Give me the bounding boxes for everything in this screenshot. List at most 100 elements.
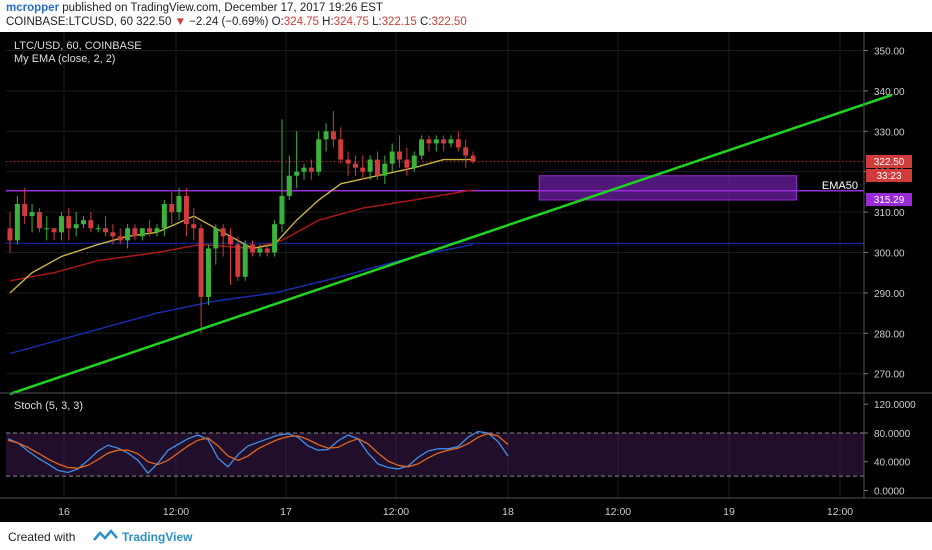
- candle: [213, 224, 219, 265]
- y-tick-label: 280.00: [874, 329, 905, 340]
- candle-body: [419, 139, 425, 156]
- candle-body: [235, 244, 241, 277]
- candle-body: [176, 195, 182, 213]
- x-tick-label: 12:00: [163, 506, 189, 518]
- candle-body: [323, 131, 329, 140]
- candle: [14, 195, 20, 245]
- candle-body: [205, 248, 211, 297]
- candle-body: [257, 248, 263, 253]
- candle-body: [147, 228, 153, 233]
- candle: [367, 155, 373, 180]
- candle-body: [22, 204, 28, 217]
- candle: [7, 212, 13, 253]
- candle: [441, 135, 447, 152]
- candle-body: [103, 228, 109, 233]
- open-label: O:: [271, 16, 284, 28]
- candle-body: [36, 212, 42, 229]
- y-tick-label: 330.00: [874, 127, 905, 138]
- stoch-pane[interactable]: [6, 430, 864, 477]
- candle-body: [220, 228, 226, 237]
- candle: [36, 208, 42, 233]
- candle: [191, 208, 197, 241]
- candle: [29, 204, 35, 233]
- candle: [433, 135, 439, 152]
- candle: [382, 155, 388, 184]
- candle-body: [250, 244, 256, 253]
- candle-body: [183, 195, 189, 225]
- candle-body: [272, 224, 278, 253]
- candle-body: [154, 228, 160, 233]
- close-value: 322.50: [431, 16, 467, 28]
- candle: [176, 187, 182, 221]
- candle: [397, 135, 403, 168]
- change-arrow-icon: ▼: [174, 16, 186, 28]
- candle: [272, 220, 278, 257]
- brand-link[interactable]: TradingView: [122, 530, 193, 544]
- candle: [139, 228, 145, 241]
- candle-body: [95, 228, 101, 230]
- candle: [161, 199, 167, 237]
- candle: [95, 224, 101, 233]
- symbol-legend: LTC/USD, 60, COINBASE: [14, 40, 142, 52]
- candle: [375, 151, 380, 180]
- candle-body: [426, 139, 432, 144]
- candle: [51, 228, 57, 241]
- candle: [117, 228, 123, 245]
- change-text: −2.24 (−0.69%): [189, 16, 269, 28]
- low-label: L:: [372, 16, 382, 28]
- candle: [235, 236, 241, 281]
- candle: [294, 131, 300, 188]
- candle-body: [242, 244, 248, 277]
- x-tick-label: 18: [502, 506, 514, 518]
- candle-body: [51, 228, 57, 233]
- stoch-legend: Stoch (5, 3, 3): [14, 400, 83, 412]
- candle-body: [14, 204, 20, 241]
- candle-body: [463, 147, 469, 156]
- svg-text:315.29: 315.29: [874, 195, 905, 206]
- candle-body: [7, 228, 13, 241]
- candle: [73, 212, 79, 237]
- candle-body: [352, 163, 358, 168]
- quote-line: COINBASE:LTCUSD, 60 322.50 ▼ −2.24 (−0.6…: [6, 16, 467, 28]
- indicator-legend: My EMA (close, 2, 2): [14, 53, 115, 65]
- close-label: C:: [420, 16, 432, 28]
- tradingview-logo-icon[interactable]: [90, 526, 220, 546]
- candle-body: [66, 216, 72, 229]
- candle: [220, 224, 226, 257]
- chart-canvas[interactable]: 350.00340.00330.00320.00310.00300.00290.…: [0, 32, 932, 522]
- candle: [132, 224, 138, 241]
- candle-body: [198, 228, 204, 297]
- candle-body: [308, 167, 314, 172]
- candle: [66, 208, 72, 241]
- stoch-tick-label: 0.0000: [874, 487, 905, 498]
- stoch-tick-label: 120.0000: [874, 400, 916, 411]
- candle: [308, 159, 314, 180]
- x-tick-label: 17: [280, 506, 292, 518]
- stoch-k-line: [7, 430, 509, 475]
- x-tick-label: 12:00: [605, 506, 631, 518]
- candle-body: [389, 151, 395, 164]
- high-label: H:: [322, 16, 334, 28]
- candle: [110, 224, 116, 245]
- y-tick-label: 340.00: [874, 87, 905, 98]
- candle-body: [191, 224, 197, 229]
- candle-body: [345, 159, 351, 164]
- candle-body: [286, 175, 292, 196]
- last-price-tag: 322.50: [866, 155, 912, 168]
- candle-body: [294, 171, 300, 176]
- candle: [345, 151, 351, 176]
- author-link[interactable]: mcropper: [6, 2, 60, 14]
- candle: [352, 155, 358, 176]
- candle: [103, 216, 109, 237]
- candle: [250, 240, 256, 257]
- candle: [242, 240, 248, 281]
- stoch-tick-label: 80.0000: [874, 429, 911, 440]
- price-pane[interactable]: [6, 93, 893, 396]
- x-tick-label: 12:00: [827, 506, 853, 518]
- candle-body: [279, 195, 285, 225]
- candle-body: [88, 220, 94, 229]
- candle-body: [161, 204, 167, 229]
- candle-body: [404, 159, 410, 168]
- created-with-text: Created with: [8, 530, 76, 544]
- candle-body: [125, 228, 131, 241]
